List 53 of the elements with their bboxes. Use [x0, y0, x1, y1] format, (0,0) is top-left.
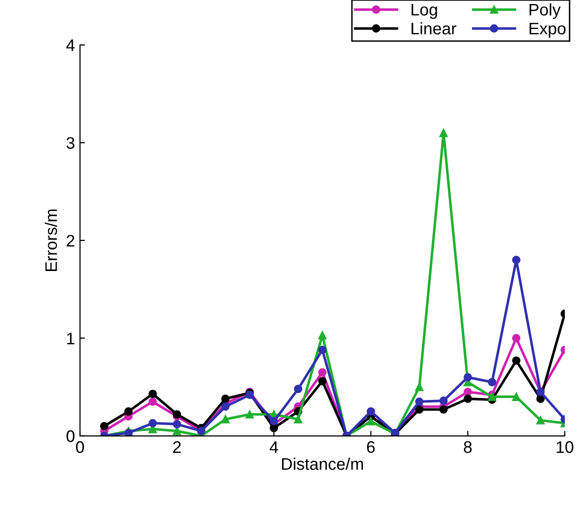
y-tick-label: 4: [66, 40, 75, 52]
point: [294, 415, 302, 424]
point: [221, 402, 230, 411]
point: [270, 417, 278, 426]
x-tick-label: 8: [464, 441, 472, 453]
point: [439, 405, 448, 414]
point: [124, 428, 133, 436]
point: [172, 420, 182, 428]
point: [148, 398, 157, 406]
point: [318, 331, 327, 340]
point: [318, 368, 327, 377]
x-tick-label: 6: [367, 441, 375, 453]
x-tick-label: 4: [270, 441, 278, 453]
legend-label: Poly: [530, 3, 561, 19]
point: [536, 416, 545, 424]
point: [318, 346, 327, 354]
point: [464, 394, 472, 403]
point: [124, 407, 133, 416]
point: [512, 392, 520, 401]
y-tick-label: 3: [66, 137, 74, 149]
point: [464, 388, 472, 396]
point: [148, 390, 157, 398]
point: [148, 419, 157, 428]
point: [270, 424, 278, 432]
point: [512, 356, 520, 365]
point: [488, 378, 496, 386]
point: [439, 128, 448, 138]
x-axis-title: Distance/m: [282, 458, 363, 470]
x-tick-label: 10: [556, 441, 574, 453]
point: [464, 373, 472, 382]
point: [415, 382, 424, 392]
y-tick-label: 0: [66, 430, 74, 442]
point: [221, 394, 230, 403]
point: [415, 405, 424, 414]
point: [294, 384, 302, 394]
legend-label: Expo: [530, 22, 566, 38]
y-tick-label: 2: [66, 234, 74, 246]
point: [366, 417, 376, 426]
legend-label: Linear: [412, 22, 456, 34]
point: [415, 398, 424, 406]
point: [512, 256, 520, 264]
point: [221, 415, 230, 424]
point: [245, 410, 254, 419]
point: [366, 407, 376, 416]
legend-label: Log: [412, 4, 437, 19]
point: [318, 376, 327, 386]
x-tick-label: 2: [173, 441, 181, 453]
x-tick-label: 0: [76, 441, 84, 453]
point: [512, 334, 520, 342]
y-axis-title: Errors/m: [44, 210, 58, 271]
y-tick-label: 1: [67, 332, 74, 344]
point: [439, 396, 448, 405]
point: [100, 422, 108, 430]
